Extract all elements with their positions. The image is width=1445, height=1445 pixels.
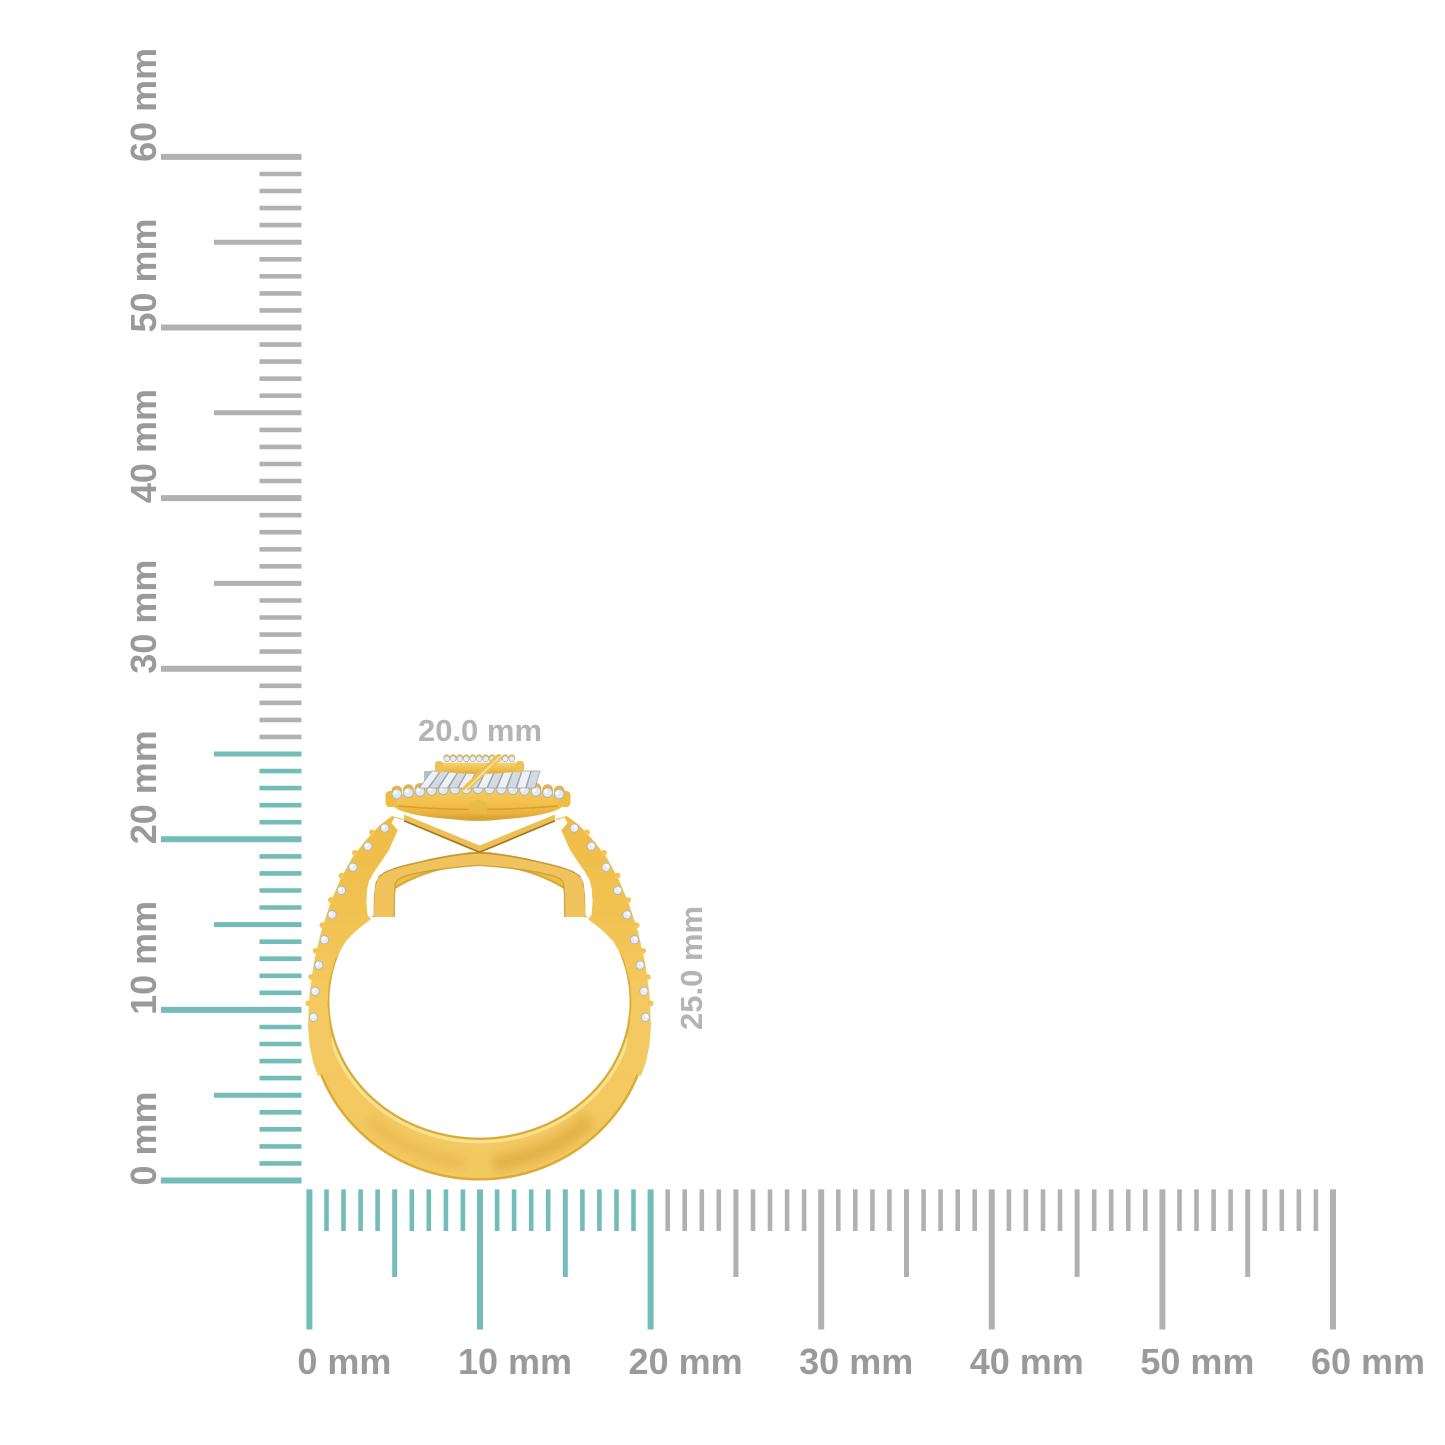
svg-text:0 mm: 0 mm bbox=[123, 1091, 164, 1185]
svg-text:20 mm: 20 mm bbox=[629, 1341, 743, 1382]
svg-text:20.0 mm: 20.0 mm bbox=[418, 713, 542, 748]
svg-text:60 mm: 60 mm bbox=[123, 48, 164, 162]
svg-text:50 mm: 50 mm bbox=[1140, 1341, 1254, 1382]
svg-text:10 mm: 10 mm bbox=[123, 901, 164, 1015]
svg-text:25.0 mm: 25.0 mm bbox=[674, 906, 709, 1030]
svg-text:0 mm: 0 mm bbox=[297, 1341, 391, 1382]
svg-text:30 mm: 30 mm bbox=[123, 560, 164, 674]
svg-text:10 mm: 10 mm bbox=[458, 1341, 572, 1382]
svg-text:50 mm: 50 mm bbox=[123, 218, 164, 332]
svg-text:40 mm: 40 mm bbox=[970, 1341, 1084, 1382]
svg-text:60 mm: 60 mm bbox=[1311, 1341, 1425, 1382]
svg-text:20 mm: 20 mm bbox=[123, 730, 164, 844]
svg-text:40 mm: 40 mm bbox=[123, 389, 164, 503]
svg-text:30 mm: 30 mm bbox=[799, 1341, 913, 1382]
